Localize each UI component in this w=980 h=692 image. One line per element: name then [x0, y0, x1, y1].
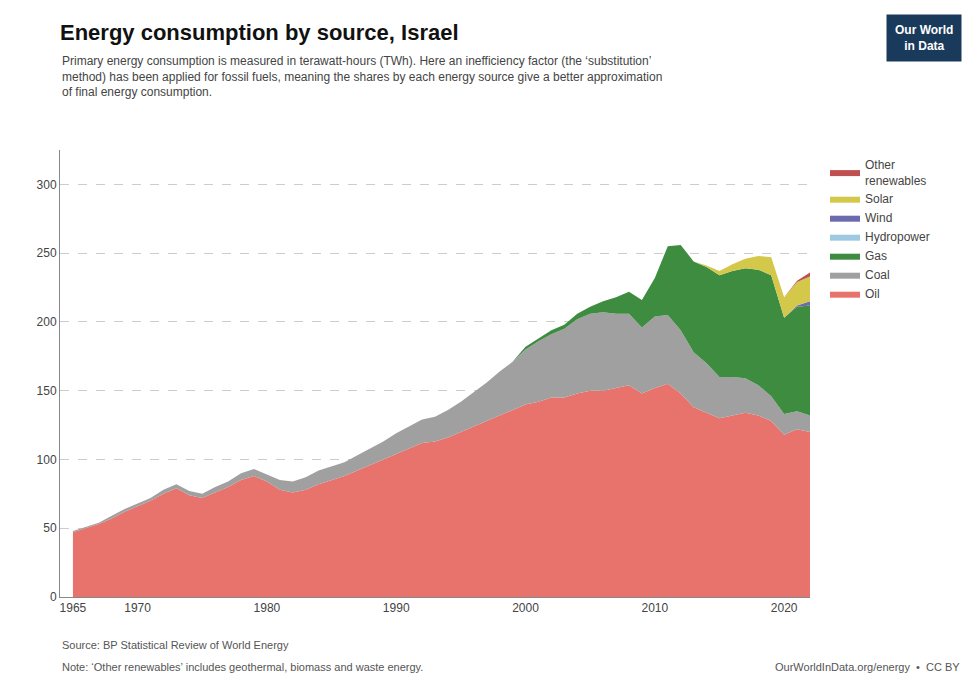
svg-text:1970: 1970: [124, 601, 151, 615]
svg-text:Gas: Gas: [865, 249, 887, 263]
svg-text:0: 0: [50, 590, 57, 604]
svg-text:300: 300: [37, 178, 57, 192]
svg-text:2000: 2000: [512, 601, 539, 615]
svg-text:Hydropower: Hydropower: [865, 230, 930, 244]
svg-text:Solar: Solar: [865, 192, 893, 206]
svg-text:Our Worldin Data: Our Worldin Data: [895, 23, 953, 53]
svg-text:1965: 1965: [60, 601, 87, 615]
svg-text:1990: 1990: [383, 601, 410, 615]
svg-text:200: 200: [37, 315, 57, 329]
svg-text:100: 100: [37, 453, 57, 467]
svg-text:2020: 2020: [771, 601, 798, 615]
svg-text:Otherrenewables: Otherrenewables: [865, 158, 926, 188]
svg-text:50: 50: [43, 521, 57, 535]
svg-text:Note: ‘Other renewables’ inclu: Note: ‘Other renewables’ includes geothe…: [62, 661, 423, 673]
svg-text:1980: 1980: [254, 601, 281, 615]
svg-text:Primary energy consumption is: Primary energy consumption is measured i…: [62, 54, 662, 99]
svg-text:Wind: Wind: [865, 211, 892, 225]
svg-text:Energy consumption by source,: Energy consumption by source, Israel: [60, 20, 459, 45]
svg-text:2010: 2010: [641, 601, 668, 615]
svg-text:OurWorldInData.org/energy •: OurWorldInData.org/energy • CC BY: [775, 661, 960, 673]
svg-text:Coal: Coal: [865, 268, 890, 282]
svg-text:Source: BP Statistical Review: Source: BP Statistical Review of World E…: [62, 639, 289, 651]
svg-text:250: 250: [37, 246, 57, 260]
svg-text:Oil: Oil: [865, 287, 880, 301]
svg-text:150: 150: [37, 384, 57, 398]
